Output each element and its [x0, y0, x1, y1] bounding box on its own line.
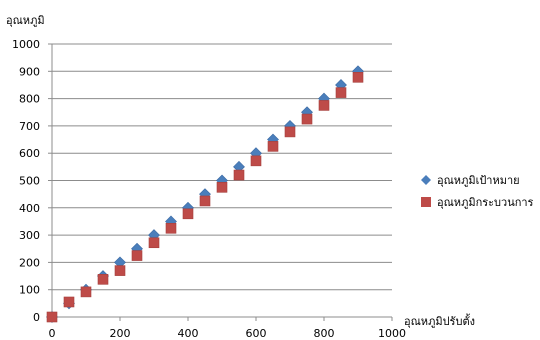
legend-marker-diamond: [421, 175, 431, 185]
series-process: [46, 72, 364, 323]
y-tick-label: 900: [19, 65, 40, 78]
point-square: [131, 250, 143, 261]
data-series: [46, 65, 364, 323]
x-tick-label: 400: [178, 327, 199, 340]
y-tick-label: 400: [19, 202, 40, 215]
point-square: [182, 208, 194, 220]
y-tick-label: 500: [19, 175, 40, 188]
legend-label-process: อุณหภูมิกระบวนการ: [437, 196, 534, 209]
legend-item-target: อุณหภูมิเป้าหมาย: [421, 174, 520, 187]
point-square: [80, 286, 92, 298]
y-tick-label: 300: [19, 229, 40, 242]
point-square: [335, 87, 347, 98]
y-tick-label: 200: [19, 256, 40, 269]
y-tick-labels: 0 100 200 300 400 500 600 700 800 900 1000: [12, 38, 40, 324]
point-square: [148, 237, 160, 249]
legend-marker-square: [421, 197, 431, 207]
y-axis-title: อุณหภูมิ: [6, 14, 45, 27]
x-tick-label: 0: [49, 327, 56, 340]
point-square: [114, 265, 126, 276]
point-square: [352, 72, 364, 83]
x-tick-label: 600: [246, 327, 267, 340]
x-axis-title: อุณหภูมิปรับตั้ง: [404, 313, 475, 328]
point-square: [46, 311, 58, 323]
legend-label-target: อุณหภูมิเป้าหมาย: [437, 174, 520, 187]
point-square: [165, 222, 177, 234]
point-square: [267, 141, 279, 152]
point-square: [318, 100, 330, 111]
y-tick-label: 0: [33, 311, 40, 324]
point-square: [284, 126, 296, 138]
point-square: [301, 113, 313, 125]
legend-item-process: อุณหภูมิกระบวนการ: [421, 196, 534, 209]
y-tick-label: 800: [19, 93, 40, 106]
legend: อุณหภูมิเป้าหมาย อุณหภูมิกระบวนการ: [421, 174, 534, 209]
y-tick-label: 100: [19, 284, 40, 297]
point-square: [250, 155, 262, 167]
point-square: [199, 195, 211, 207]
x-tick-label: 200: [110, 327, 131, 340]
y-tick-label: 700: [19, 120, 40, 133]
point-square: [233, 169, 245, 181]
series-target: [46, 65, 364, 323]
x-tick-labels: 0 200 400 600 800 1000: [49, 327, 407, 340]
point-square: [216, 182, 228, 193]
y-tick-label: 1000: [12, 38, 40, 51]
x-tick-label: 1000: [378, 327, 406, 340]
point-square: [63, 296, 75, 308]
x-tick-label: 800: [314, 327, 335, 340]
point-square: [97, 274, 109, 285]
y-tick-label: 600: [19, 147, 40, 160]
